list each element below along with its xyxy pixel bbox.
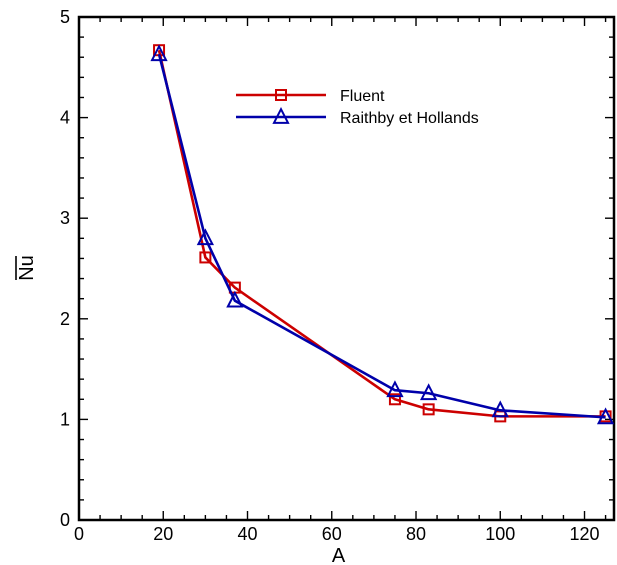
axes-layer xyxy=(77,15,616,522)
data-point xyxy=(596,407,615,425)
legend-label: Raithby et Hollands xyxy=(340,110,479,127)
y-tick-label: 4 xyxy=(60,108,70,128)
legend: Fluent Raithby et Hollands xyxy=(236,88,479,127)
y-tick-label: 3 xyxy=(60,208,70,228)
legend-marker xyxy=(272,107,290,124)
data-point xyxy=(196,228,215,246)
y-tick-label: 1 xyxy=(60,409,70,429)
x-tick-label: 0 xyxy=(74,524,84,544)
x-tick-label: 40 xyxy=(237,524,257,544)
plot-frame xyxy=(77,15,616,522)
series-line xyxy=(157,49,606,418)
legend-label: Fluent xyxy=(340,88,385,105)
y-tick-label: 5 xyxy=(60,7,70,27)
x-tick-label: 80 xyxy=(406,524,426,544)
data-point xyxy=(226,290,244,308)
legend-entry: Raithby et Hollands xyxy=(236,107,479,127)
x-tick-label: 120 xyxy=(569,524,599,544)
y-tick-label: 0 xyxy=(60,510,70,530)
ticks-layer: 0 20 40 60 80 100 120 0 1 2 3 4 5 xyxy=(60,7,614,544)
data-point xyxy=(386,380,404,398)
y-axis-label-group: Nu xyxy=(15,255,38,281)
y-axis-label: Nu xyxy=(16,255,38,281)
x-tick-label: 60 xyxy=(322,524,342,544)
data-point xyxy=(150,44,168,62)
series-line xyxy=(157,53,606,419)
legend-entry: Fluent xyxy=(236,88,385,105)
series-raithby-et-hollands xyxy=(150,44,615,425)
series-layer xyxy=(150,44,615,425)
data-point xyxy=(388,393,401,406)
x-axis-label: A xyxy=(332,545,346,565)
y-tick-label: 2 xyxy=(60,309,70,329)
data-point xyxy=(491,400,509,418)
data-point xyxy=(199,251,212,264)
x-tick-label: 20 xyxy=(153,524,173,544)
x-tick-label: 100 xyxy=(485,524,515,544)
data-point xyxy=(422,403,435,416)
data-point xyxy=(420,383,438,401)
legend-marker xyxy=(275,89,287,101)
